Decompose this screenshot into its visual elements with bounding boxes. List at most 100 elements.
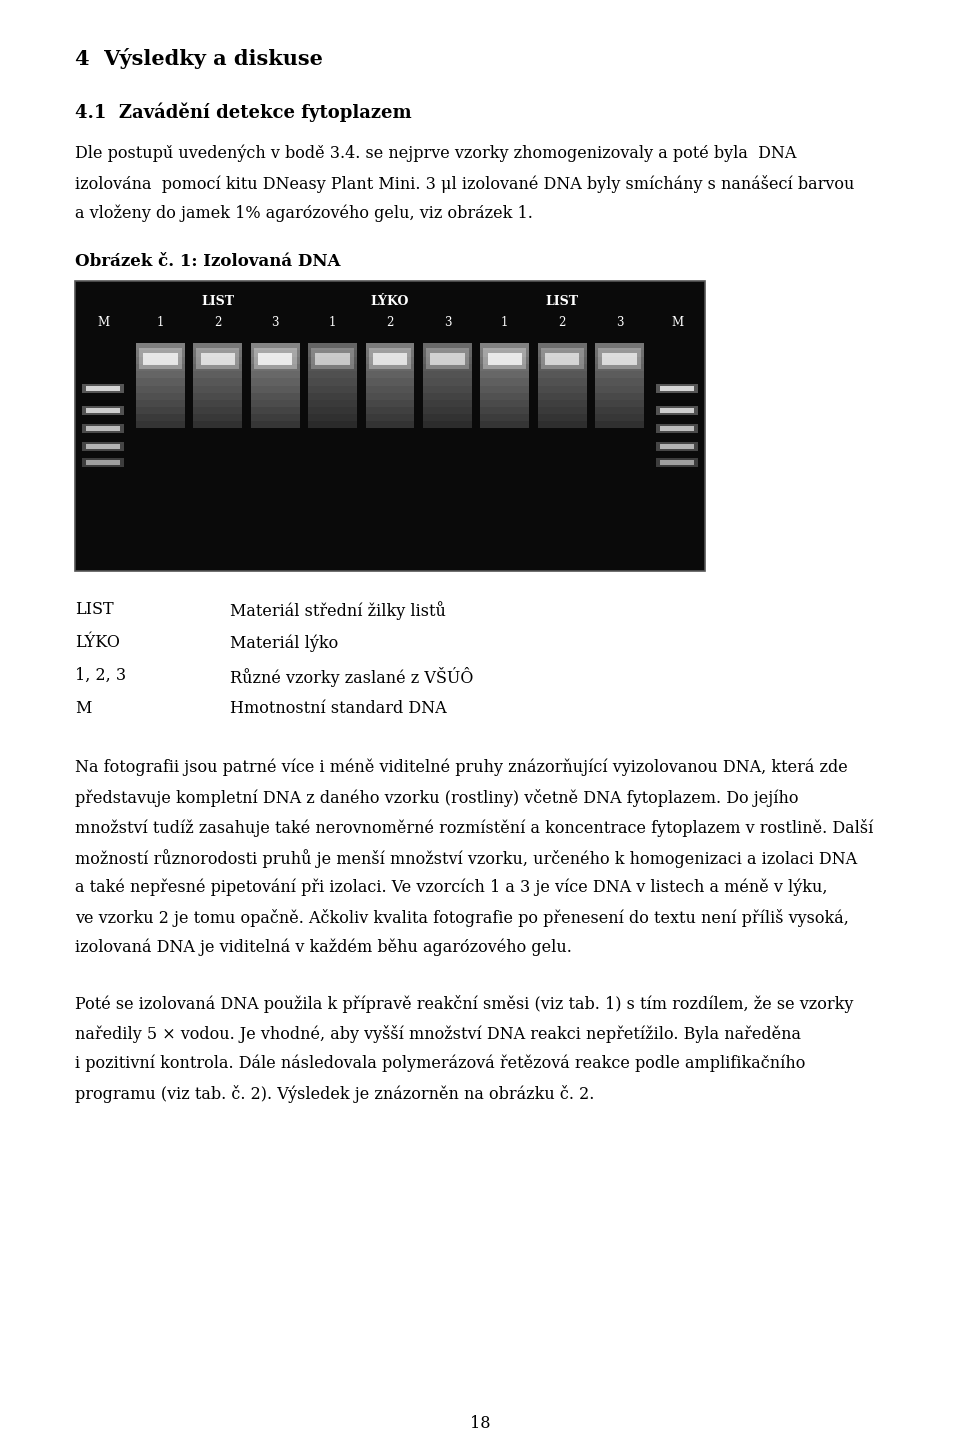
Bar: [595, 421, 644, 428]
Text: Na fotografii jsou patrné více i méně viditelné pruhy znázorňující vyizolovanou : Na fotografii jsou patrné více i méně vi…: [75, 759, 848, 776]
Bar: [308, 386, 357, 393]
Bar: [423, 342, 471, 350]
Text: 1: 1: [156, 316, 164, 329]
Bar: [193, 350, 242, 357]
Bar: [423, 421, 471, 428]
Bar: [480, 406, 529, 414]
Bar: [366, 379, 415, 386]
Bar: [251, 399, 300, 406]
Bar: [136, 393, 184, 399]
Bar: [423, 371, 471, 379]
Bar: [366, 421, 415, 428]
Bar: [598, 348, 641, 369]
Bar: [308, 350, 357, 357]
Bar: [251, 379, 300, 386]
Bar: [603, 353, 636, 364]
Text: izolována  pomocí kitu DNeasy Plant Mini. 3 μl izolované DNA byly smíchány s na: izolována pomocí kitu DNeasy Plant Mini…: [75, 176, 854, 193]
Bar: [480, 399, 529, 406]
Text: M: M: [97, 316, 109, 329]
Bar: [480, 386, 529, 393]
Bar: [372, 353, 407, 364]
Text: 1: 1: [501, 316, 509, 329]
Text: programu (viz tab. č. 2). Výsledek je znázorněn na obrázku č. 2.: programu (viz tab. č. 2). Výsledek je zn…: [75, 1085, 594, 1103]
Text: Hmotnostní standard DNA: Hmotnostní standard DNA: [230, 699, 446, 717]
Text: 1: 1: [329, 316, 336, 329]
Bar: [136, 414, 184, 421]
Bar: [657, 385, 698, 393]
Bar: [657, 457, 698, 467]
Bar: [538, 421, 587, 428]
Bar: [311, 348, 354, 369]
Bar: [480, 393, 529, 399]
Bar: [366, 399, 415, 406]
Text: Materiál lýko: Materiál lýko: [230, 634, 338, 651]
Bar: [538, 364, 587, 371]
Text: 2: 2: [559, 316, 565, 329]
Bar: [660, 408, 693, 414]
Text: LIST: LIST: [75, 601, 113, 618]
Text: LIST: LIST: [202, 295, 234, 308]
Text: M: M: [75, 699, 91, 717]
Text: představuje kompletní DNA z daného vzorku (rostliny) včetně DNA fytoplazem. Do j: představuje kompletní DNA z daného vzork…: [75, 789, 799, 807]
Bar: [83, 457, 124, 467]
Bar: [423, 357, 471, 364]
Bar: [136, 364, 184, 371]
Text: 4.1  Zavádění detekce fytoplazem: 4.1 Zavádění detekce fytoplazem: [75, 103, 412, 122]
Bar: [136, 350, 184, 357]
Bar: [423, 393, 471, 399]
Bar: [538, 393, 587, 399]
Bar: [488, 353, 522, 364]
Bar: [660, 386, 693, 390]
Bar: [193, 406, 242, 414]
Bar: [136, 421, 184, 428]
Bar: [193, 379, 242, 386]
Bar: [308, 421, 357, 428]
Bar: [143, 353, 178, 364]
Bar: [366, 364, 415, 371]
Bar: [595, 414, 644, 421]
Bar: [193, 386, 242, 393]
Bar: [83, 443, 124, 451]
Text: 4  Výsledky a diskuse: 4 Výsledky a diskuse: [75, 48, 323, 70]
Text: LÝKO: LÝKO: [75, 634, 120, 651]
Text: Poté se izolovaná DNA použila k přípravě reakční směsi (viz tab. 1) s tím rozdíl: Poté se izolovaná DNA použila k přípravě…: [75, 995, 853, 1013]
Bar: [366, 414, 415, 421]
Bar: [480, 342, 529, 350]
Text: a také nepřesné pipetování při izolaci. Ve vzorcích 1 a 3 je více DNA v listech : a také nepřesné pipetování při izolaci. …: [75, 879, 828, 897]
Bar: [423, 399, 471, 406]
Bar: [366, 357, 415, 364]
Bar: [480, 357, 529, 364]
Bar: [136, 379, 184, 386]
Bar: [595, 364, 644, 371]
Bar: [251, 406, 300, 414]
Text: 2: 2: [386, 316, 394, 329]
Bar: [423, 386, 471, 393]
Bar: [540, 348, 584, 369]
Bar: [430, 353, 465, 364]
Bar: [308, 414, 357, 421]
Text: Různé vzorky zaslané z VŠÚÔ: Různé vzorky zaslané z VŠÚÔ: [230, 667, 473, 686]
Text: Obrázek č. 1: Izolovaná DNA: Obrázek č. 1: Izolovaná DNA: [75, 252, 341, 270]
Text: M: M: [671, 316, 684, 329]
Bar: [308, 406, 357, 414]
Bar: [423, 379, 471, 386]
Bar: [483, 348, 526, 369]
Bar: [251, 421, 300, 428]
Bar: [538, 357, 587, 364]
Text: Dle postupǔ uvedených v bodě 3.4. se nejprve vzorky zhomogenizovaly a poté by: Dle postupǔ uvedených v bodě 3.4. se n…: [75, 145, 797, 163]
Bar: [480, 414, 529, 421]
Bar: [136, 406, 184, 414]
Text: 3: 3: [616, 316, 623, 329]
Bar: [193, 364, 242, 371]
Bar: [480, 421, 529, 428]
Bar: [251, 414, 300, 421]
Bar: [369, 348, 412, 369]
Bar: [423, 406, 471, 414]
Bar: [83, 385, 124, 393]
Bar: [139, 348, 181, 369]
Text: ve vzorku 2 je tomu opačně. Ačkoliv kvalita fotografie po přenesení do textu nen: ve vzorku 2 je tomu opačně. Ačkoliv kval…: [75, 908, 849, 927]
Bar: [193, 414, 242, 421]
Bar: [258, 353, 293, 364]
Bar: [86, 427, 120, 431]
Bar: [193, 393, 242, 399]
